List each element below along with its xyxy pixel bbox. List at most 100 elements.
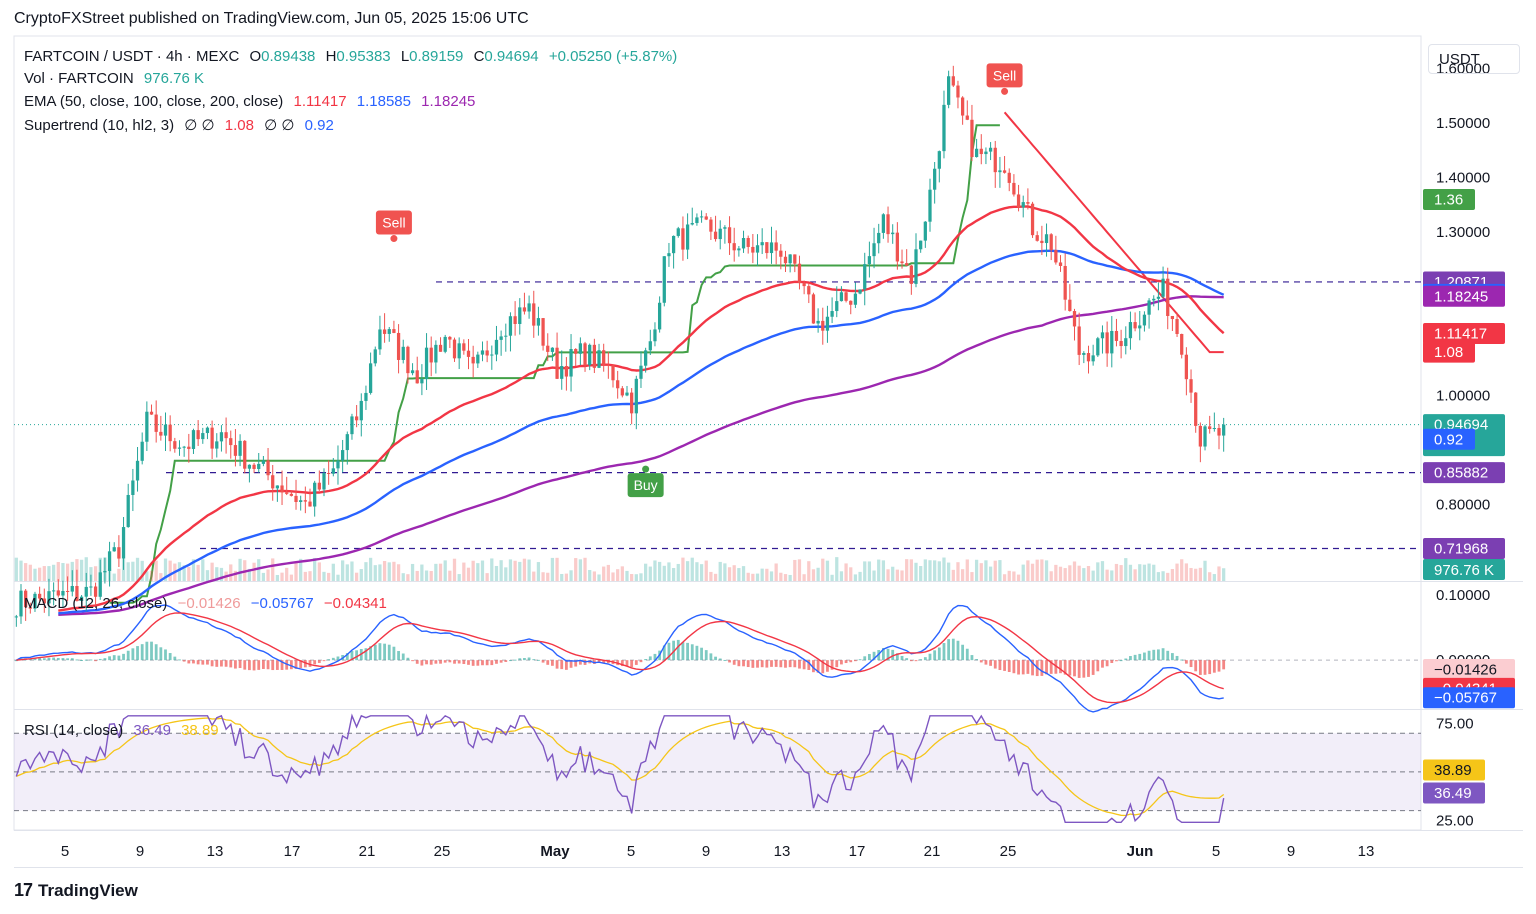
price-label: 0.71968 xyxy=(1423,537,1505,559)
volume-bar xyxy=(821,558,825,581)
volume-bar xyxy=(65,563,70,581)
macd-histogram-bar xyxy=(355,650,359,661)
volume-bar xyxy=(462,562,466,581)
volume-bar xyxy=(723,563,727,581)
volume-bar xyxy=(117,568,121,581)
macd-histogram-bar xyxy=(1087,660,1090,677)
macd-histogram-bar xyxy=(714,656,717,661)
macd-histogram-bar xyxy=(14,660,18,662)
candle-body xyxy=(620,388,624,396)
macd-histogram-bar xyxy=(1040,660,1044,676)
candle-body xyxy=(159,431,163,436)
volume-bar xyxy=(466,567,471,581)
candle-body xyxy=(168,424,172,442)
ema100-line xyxy=(58,249,1225,615)
candle-body xyxy=(891,232,895,235)
candle-body xyxy=(126,494,130,528)
volume-bar xyxy=(947,562,951,581)
volume-bar xyxy=(900,570,904,581)
volume-bar xyxy=(942,557,946,581)
candle-body xyxy=(667,253,671,257)
macd-histogram-bar xyxy=(150,641,153,661)
candle-body xyxy=(1091,355,1095,362)
volume-bar xyxy=(350,561,354,581)
candle-body xyxy=(518,307,522,324)
candle-body xyxy=(900,261,904,264)
candle-body xyxy=(238,440,242,456)
candle-body xyxy=(135,460,140,481)
volume-bar xyxy=(331,563,335,581)
macd-histogram-bar xyxy=(220,660,223,667)
candle-body xyxy=(881,214,886,233)
volume-bar xyxy=(797,559,802,581)
macd-histogram-bar xyxy=(802,660,806,670)
candle-body xyxy=(154,414,158,432)
volume-bar xyxy=(536,562,541,581)
macd-histogram-bar xyxy=(308,660,312,667)
candle-body xyxy=(392,329,396,333)
macd-histogram-bar xyxy=(1096,660,1100,672)
volume-bar xyxy=(1119,565,1123,581)
legend-macd-label[interactable]: MACD (12, 26, close) xyxy=(24,595,168,612)
legend-ema-label[interactable]: EMA (50, close, 100, close, 200, close) xyxy=(24,93,284,110)
volume-bar xyxy=(606,564,610,581)
candle-body xyxy=(56,590,60,596)
time-axis-tick: Jun xyxy=(1127,843,1154,860)
volume-bar xyxy=(219,567,224,581)
volume-bar xyxy=(187,567,191,581)
candle-body xyxy=(182,446,186,448)
candle-body xyxy=(410,370,415,374)
legend-symbol[interactable]: FARTCOIN / USDT · 4h · MEXC xyxy=(24,48,240,65)
macd-histogram-bar xyxy=(499,660,503,663)
volume-bar xyxy=(294,562,298,581)
candle-body xyxy=(564,366,569,377)
tradingview-footer[interactable]: 17 TradingView xyxy=(14,880,138,901)
candle-body xyxy=(1161,278,1165,297)
macd-histogram-bar xyxy=(770,660,773,667)
volume-bar xyxy=(182,565,186,581)
macd-histogram-bar xyxy=(94,660,97,662)
time-axis-tick: 17 xyxy=(284,843,301,860)
currency-selector[interactable]: USDT xyxy=(1428,44,1520,74)
volume-bar xyxy=(504,567,508,581)
sell-signal-badge[interactable]: Sell xyxy=(986,63,1023,95)
candle-body xyxy=(1063,265,1067,300)
legend-rsi-ma: 38.89 xyxy=(181,722,219,739)
macd-histogram-bar xyxy=(336,656,340,661)
candle-body xyxy=(480,350,485,355)
candle-body xyxy=(415,370,419,384)
volume-bar xyxy=(1114,563,1119,581)
candle-body xyxy=(341,450,345,461)
candle-body xyxy=(1105,332,1109,354)
supertrend-up-line xyxy=(109,124,1000,604)
volume-bar xyxy=(1007,570,1011,581)
macd-value-box xyxy=(1423,658,1515,680)
rsi-axis-tick: 75.00 xyxy=(1436,716,1474,733)
volume-bar xyxy=(1035,559,1039,581)
macd-histogram-bar xyxy=(1003,660,1006,671)
volume-bar xyxy=(215,567,219,581)
buy-signal-badge[interactable]: Buy xyxy=(627,465,664,498)
candle-body xyxy=(905,263,909,266)
sell-signal-badge[interactable]: Sell xyxy=(375,210,412,243)
legend-rsi-label[interactable]: RSI (14, close) xyxy=(24,722,124,739)
volume-bar xyxy=(1198,567,1202,581)
candle-body xyxy=(965,115,969,120)
macd-histogram-bar xyxy=(854,660,857,662)
volume-bar xyxy=(616,569,620,581)
legend-vol-label[interactable]: Vol · FARTCOIN xyxy=(24,70,134,87)
legend-st-label[interactable]: Supertrend (10, hl2, 3) xyxy=(24,117,175,134)
candle-body xyxy=(1212,428,1216,430)
macd-histogram-bar xyxy=(1208,660,1212,675)
volume-bar xyxy=(61,563,65,581)
macd-histogram-bar xyxy=(774,660,778,667)
macd-histogram-bar xyxy=(1110,660,1114,664)
ema50-line xyxy=(58,205,1225,612)
macd-histogram-bar xyxy=(905,658,909,661)
macd-histogram-bar xyxy=(425,660,428,665)
macd-histogram-bar xyxy=(1138,653,1142,661)
candle-body xyxy=(1054,250,1058,263)
macd-histogram-bar xyxy=(406,657,410,661)
candle-body xyxy=(38,593,42,599)
